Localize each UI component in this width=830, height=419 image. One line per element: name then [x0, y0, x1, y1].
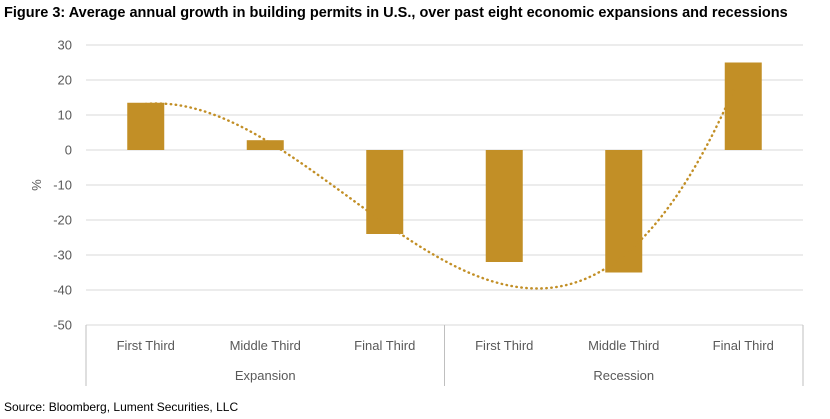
bar [246, 140, 284, 150]
y-tick-label: 30 [58, 38, 72, 53]
x-axis: First Third Middle Third Final Third Expans… [85, 325, 804, 386]
x-tick-label: Middle Third [230, 338, 301, 353]
x-group-label: Recession [593, 368, 654, 383]
y-tick-label: -40 [53, 283, 72, 298]
y-tick-label: 10 [58, 108, 72, 123]
bar [485, 150, 523, 262]
bar [127, 102, 165, 150]
x-tick-label: First Third [117, 338, 175, 353]
y-tick-label: -30 [53, 248, 72, 263]
x-tick-label: Final Third [713, 338, 774, 353]
y-tick-label: 0 [65, 143, 72, 158]
source-note: Source: Bloomberg, Lument Securities, LL… [4, 400, 239, 414]
y-axis-ticks: 30 20 10 0 -10 -20 -30 -40 -50 [53, 38, 72, 333]
gridlines [86, 44, 803, 326]
y-tick-label: -10 [53, 178, 72, 193]
y-axis-label: % [29, 179, 44, 191]
x-group-label: Expansion [235, 368, 296, 383]
bars [127, 62, 762, 273]
x-tick-label: Middle Third [588, 338, 659, 353]
bar [724, 62, 762, 150]
x-tick-label: First Third [475, 338, 533, 353]
bar [605, 150, 643, 273]
chart-title: Figure 3: Average annual growth in build… [4, 5, 788, 21]
y-tick-label: 20 [58, 73, 72, 88]
x-tick-label: Final Third [354, 338, 415, 353]
trendline [144, 65, 745, 290]
bar [366, 150, 404, 234]
y-tick-label: -20 [53, 213, 72, 228]
y-tick-label: -50 [53, 318, 72, 333]
